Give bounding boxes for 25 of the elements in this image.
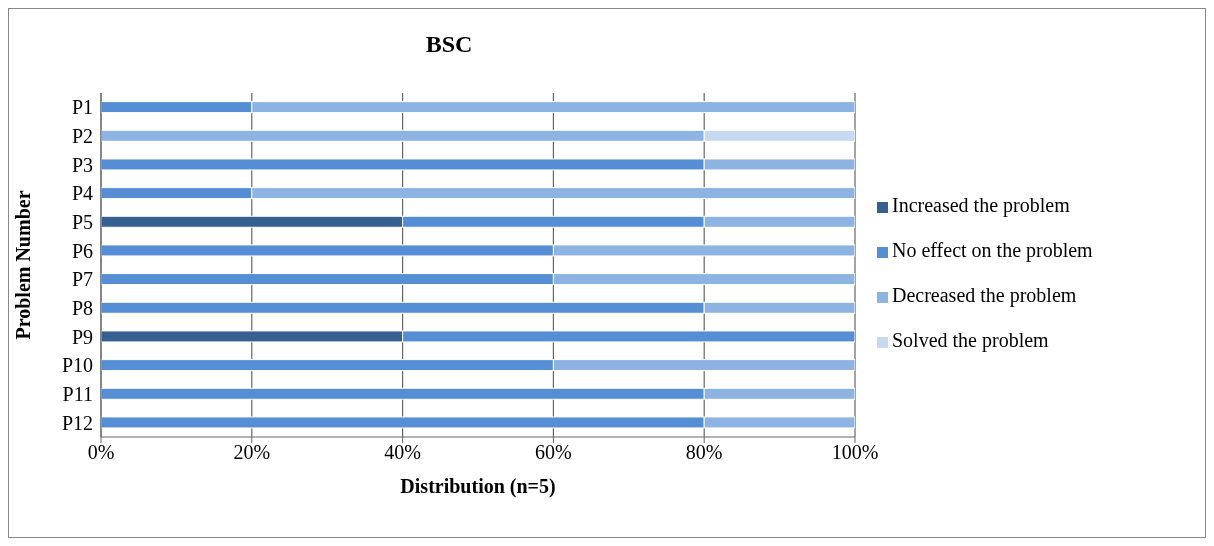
x-tick-label: 100%	[831, 441, 879, 464]
x-axis-title: Distribution (n=5)	[400, 475, 556, 498]
y-tick-label: P9	[71, 325, 93, 348]
chart-title: BSC	[424, 31, 474, 58]
legend-label: Solved the problem	[892, 329, 1049, 351]
y-tick-label: P11	[62, 383, 93, 406]
x-tick-label: 40%	[384, 441, 421, 464]
y-tick-label: P4	[71, 182, 93, 205]
legend-label: Decreased the problem	[892, 284, 1077, 306]
legend-label: No effect on the problem	[892, 239, 1093, 261]
y-tick-label: P1	[71, 96, 93, 119]
x-tick-label: 60%	[535, 441, 572, 464]
y-tick-label: P8	[71, 297, 93, 320]
x-tick-label: 80%	[685, 441, 723, 464]
y-tick-label: P2	[71, 125, 93, 148]
y-tick-label: P3	[71, 153, 93, 176]
y-tick-label: P5	[71, 211, 93, 234]
x-tick-label: 0%	[87, 441, 115, 464]
y-tick-label: P7	[71, 268, 93, 291]
y-tick-label: P10	[61, 354, 93, 377]
y-tick-label: P6	[71, 239, 93, 262]
y-axis-title: Problem Number	[12, 190, 35, 340]
y-tick-label: P12	[61, 411, 93, 434]
legend-label: Increased the problem	[892, 194, 1070, 216]
x-tick-label: 20%	[233, 441, 271, 464]
